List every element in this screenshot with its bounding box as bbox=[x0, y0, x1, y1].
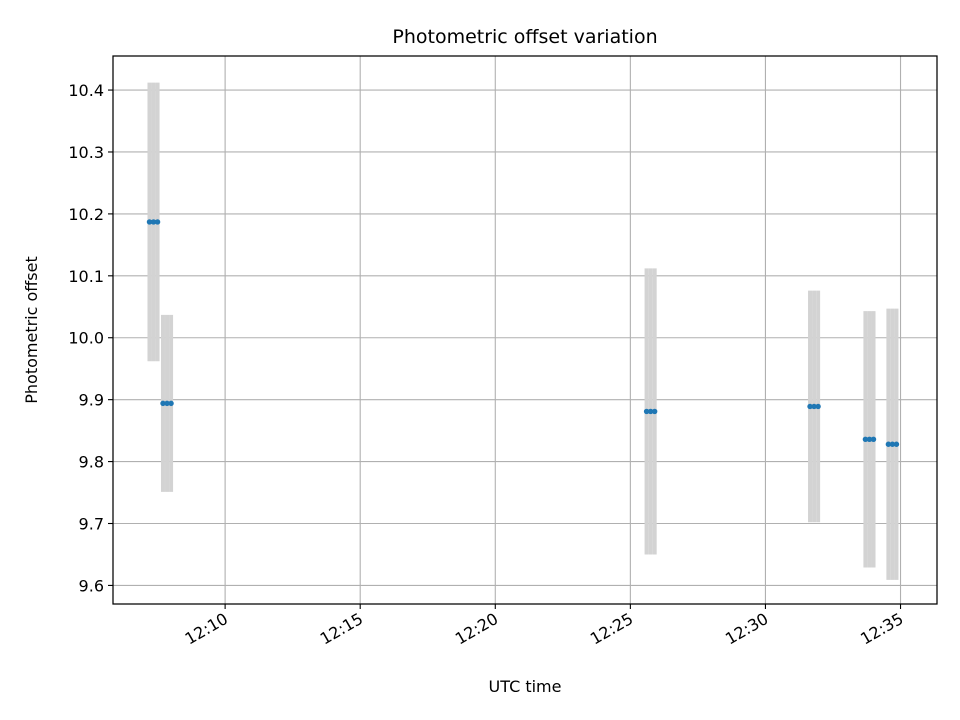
x-tick-label: 12:30 bbox=[722, 609, 771, 649]
data-point bbox=[807, 403, 813, 410]
y-tick-label: 9.6 bbox=[79, 576, 104, 595]
x-tick-label: 12:15 bbox=[317, 609, 366, 649]
y-tick-label: 10.4 bbox=[68, 81, 104, 100]
data-point bbox=[866, 436, 873, 442]
y-tick-label: 9.7 bbox=[79, 515, 104, 534]
grid bbox=[113, 56, 937, 604]
y-tick-label: 10.0 bbox=[68, 329, 104, 348]
data-point bbox=[154, 219, 161, 225]
data-point bbox=[168, 400, 174, 407]
data-point bbox=[885, 441, 892, 447]
data-point bbox=[146, 219, 153, 225]
error-bars bbox=[147, 82, 899, 580]
x-tick-label: 12:35 bbox=[857, 609, 906, 649]
data-point bbox=[811, 403, 817, 410]
y-tick-label: 10.2 bbox=[68, 205, 104, 224]
x-tick-label: 12:10 bbox=[182, 609, 231, 649]
data-point bbox=[889, 441, 896, 447]
y-axis-title: Photometric offset bbox=[22, 256, 41, 404]
axis-ticks: 9.6 9.7 9.8 9.9 10.0 10.1 10.2 10.3 10.4 12:10 12:… bbox=[68, 81, 906, 648]
y-tick-label: 9.9 bbox=[79, 391, 104, 410]
data-point bbox=[160, 400, 166, 407]
data-point bbox=[643, 408, 650, 415]
x-tick-label: 12:25 bbox=[587, 609, 636, 649]
y-tick-label: 9.8 bbox=[79, 453, 104, 472]
data-point bbox=[893, 441, 900, 447]
data-points bbox=[146, 219, 900, 447]
data-point bbox=[862, 436, 869, 442]
plot-frame bbox=[112, 55, 938, 605]
data-point bbox=[870, 436, 877, 442]
chart-title: Photometric offset variation bbox=[392, 26, 657, 48]
data-point bbox=[651, 408, 658, 415]
data-point bbox=[164, 400, 170, 407]
data-point bbox=[647, 408, 654, 415]
y-tick-label: 10.3 bbox=[68, 143, 104, 162]
x-axis-title: UTC time bbox=[489, 677, 562, 696]
y-tick-label: 10.1 bbox=[68, 267, 104, 286]
x-tick-label: 12:20 bbox=[452, 609, 501, 649]
data-point bbox=[815, 403, 821, 410]
data-point bbox=[150, 219, 157, 225]
